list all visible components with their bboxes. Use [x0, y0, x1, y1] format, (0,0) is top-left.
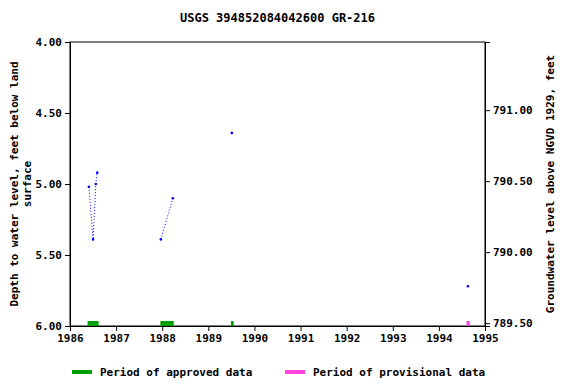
x-tick: 1987 [103, 326, 130, 345]
x-tick-label: 1990 [242, 332, 269, 345]
series-line [161, 198, 173, 239]
legend-label: Period of provisional data [313, 366, 485, 379]
y-tick-label: 5.50 [36, 249, 63, 262]
y-tick-mark [65, 42, 70, 43]
x-tick-mark [301, 326, 302, 331]
legend: Period of approved data Period of provisi… [72, 366, 485, 379]
x-tick: 1989 [196, 326, 223, 345]
y2-tick-mark [485, 110, 490, 111]
x-tick-mark [347, 326, 348, 331]
y-tick: 5.50 [36, 249, 71, 262]
y-tick-label: 4.00 [36, 36, 63, 49]
x-tick: 1991 [288, 326, 315, 345]
y2-tick-label: 789.50 [493, 317, 533, 330]
period-bar [467, 321, 470, 326]
y-tick: 5.00 [36, 178, 71, 191]
legend-swatch [285, 370, 305, 374]
data-point [467, 285, 470, 288]
x-tick: 1990 [242, 326, 269, 345]
y-tick: 6.00 [36, 320, 71, 333]
chart-title: USGS 394852084042600 GR-216 [180, 11, 375, 25]
x-axis-line [71, 327, 486, 332]
y-tick-label: 6.00 [36, 320, 63, 333]
x-tick: 1988 [149, 326, 176, 345]
y-axis-title: Depth to water level, feet below landsur… [8, 61, 34, 306]
y2-tick-mark [485, 181, 490, 182]
x-tick-label: 1993 [380, 332, 407, 345]
data-point [231, 132, 234, 135]
y-axis-title-line: surface [21, 160, 34, 207]
y-tick-mark [65, 255, 70, 256]
data-point [95, 183, 98, 186]
y-tick-label: 4.50 [36, 107, 63, 120]
y-tick-mark [65, 184, 70, 185]
x-tick: 1994 [426, 326, 453, 345]
x-tick-mark [439, 326, 440, 331]
y2-tick-mark [485, 323, 490, 324]
y-tick: 4.00 [36, 36, 71, 49]
x-tick-label: 1986 [57, 332, 84, 345]
y2-tick-mark [485, 252, 490, 253]
period-bar [160, 321, 173, 326]
y-axis: 4.00 4.50 5.00 5.50 6.00 [36, 36, 71, 333]
y2-tick-label: 790.00 [493, 246, 533, 259]
x-tick-label: 1991 [288, 332, 315, 345]
y-tick-label: 5.00 [36, 178, 63, 191]
y2-tick: 790.50 [485, 175, 533, 188]
x-tick-mark [116, 326, 117, 331]
legend-label: Period of approved data [100, 366, 252, 379]
x-tick: 1993 [380, 326, 407, 345]
y-axis-line [65, 43, 71, 327]
data-point [160, 238, 163, 241]
series-line [89, 173, 97, 240]
y2-axis: 789.50 790.00 790.50 791.00 [485, 43, 533, 331]
y2-tick: 790.00 [485, 246, 533, 259]
x-tick-label: 1987 [103, 332, 130, 345]
data-point [172, 197, 175, 200]
y2-tick-label: 791.00 [493, 104, 533, 117]
y-tick: 4.50 [36, 107, 71, 120]
y2-tick: 789.50 [485, 317, 533, 330]
period-bar [88, 321, 99, 326]
x-tick-label: 1989 [196, 332, 223, 345]
y2-tick-label: 790.50 [493, 175, 533, 188]
x-tick-mark [393, 326, 394, 331]
data-point [96, 171, 99, 174]
y2-tick: 791.00 [485, 104, 533, 117]
x-tick-mark [254, 326, 255, 331]
x-tick-label: 1988 [149, 332, 176, 345]
x-tick-mark [162, 326, 163, 331]
x-tick-label: 1992 [334, 332, 361, 345]
data-point [88, 186, 91, 189]
y-tick-mark [65, 113, 70, 114]
data-point [92, 238, 95, 241]
x-tick-label: 1994 [426, 332, 453, 345]
plot-frame [70, 42, 485, 326]
y2-axis-line [486, 43, 491, 327]
x-tick-label: 1995 [472, 332, 499, 345]
y-tick-mark [65, 326, 70, 327]
period-bar [231, 321, 234, 326]
legend-swatch [72, 370, 92, 374]
x-axis: 1986 1987 1988 1989 1990 1991 1992 1993 1994 1995 [57, 326, 499, 345]
y2-axis-title: Groundwater level above NGVD 1929, feet [544, 55, 557, 313]
x-tick-mark [208, 326, 209, 331]
y-axis-title-line: Depth to water level, feet below land [8, 61, 21, 306]
x-tick: 1992 [334, 326, 361, 345]
plot-marks [88, 132, 470, 326]
